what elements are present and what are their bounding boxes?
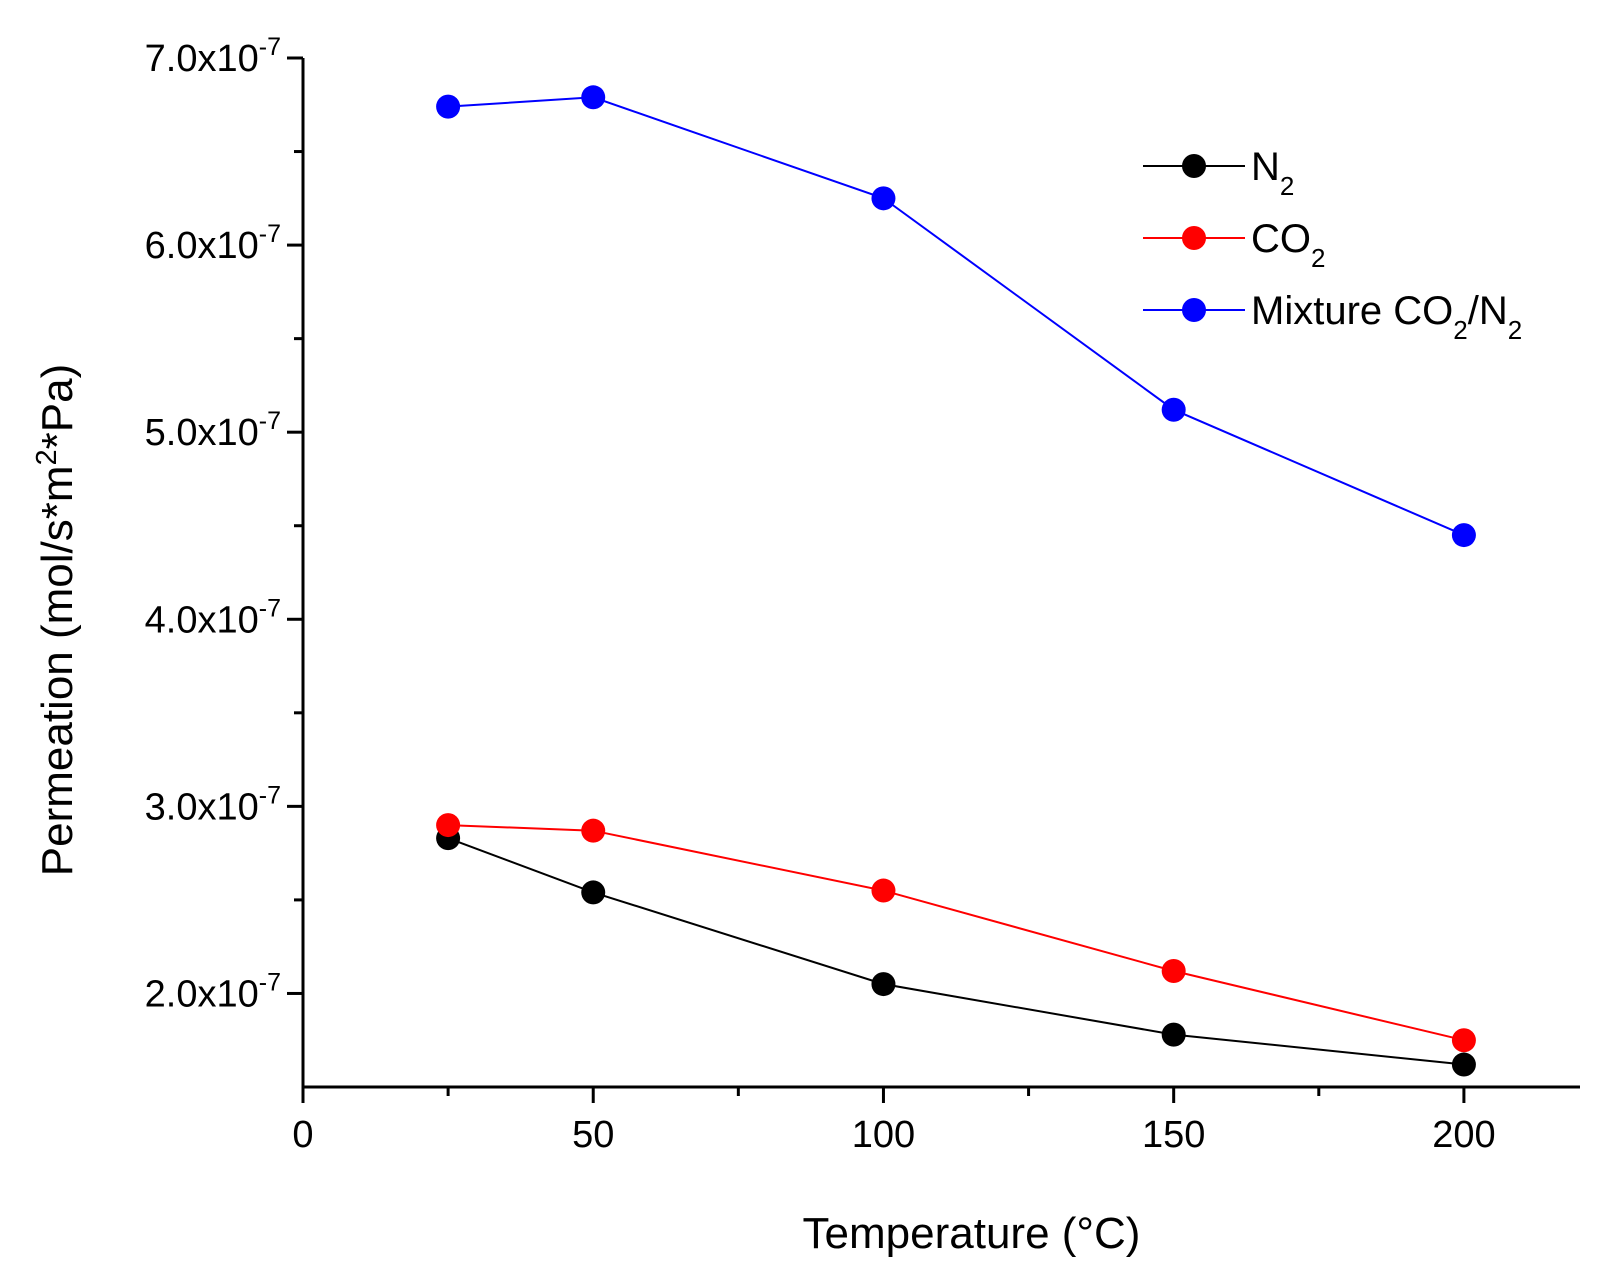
- series-line: [448, 824, 1465, 1042]
- data-point: [581, 85, 606, 110]
- legend-label: N2: [1251, 145, 1294, 201]
- plot-series: [436, 85, 1476, 1077]
- x-tick-label: 100: [852, 1114, 915, 1156]
- x-axis-title: Temperature (°C): [803, 1209, 1141, 1258]
- y-axis-title: Permeation (mol/s*m2*Pa): [31, 364, 82, 877]
- y-tick-label: 4.0x10-7: [145, 594, 281, 641]
- y-tick-label: 7.0x10-7: [145, 33, 281, 80]
- x-tick-label: 0: [292, 1114, 313, 1156]
- data-point: [871, 878, 896, 903]
- y-tick-label: 3.0x10-7: [145, 781, 281, 828]
- x-tick-label: 200: [1432, 1114, 1495, 1156]
- data-point: [1451, 523, 1476, 548]
- data-point: [436, 813, 461, 838]
- data-point: [581, 880, 606, 905]
- data-point: [1161, 1022, 1186, 1047]
- legend-marker: [1182, 298, 1206, 322]
- series-line: [447, 837, 1465, 1066]
- axis-titles: Temperature (°C) Permeation (mol/s*m2*Pa): [31, 364, 1140, 1258]
- legend-label: Mixture CO2/N2: [1251, 289, 1522, 345]
- legend-marker: [1182, 226, 1206, 250]
- legend-label: CO2: [1251, 217, 1325, 273]
- legend-marker: [1182, 154, 1206, 178]
- data-point: [1451, 1052, 1476, 1077]
- legend: N2 CO2 Mixture CO2/N2: [1143, 145, 1522, 345]
- y-tick-label: 6.0x10-7: [145, 220, 281, 267]
- data-point: [871, 972, 896, 997]
- legend-item: CO2: [1143, 217, 1325, 273]
- legend-item: N2: [1143, 145, 1294, 201]
- data-point: [581, 818, 606, 843]
- data-point: [1161, 959, 1186, 984]
- series-1: [436, 826, 1476, 1077]
- plot-axes: 0 50 100 150 200 2.0x10-7 3.0x10-7 4.0x10-7 5.0x…: [145, 33, 1580, 1156]
- y-tick-label: 5.0x10-7: [145, 407, 281, 454]
- data-point: [436, 94, 461, 119]
- data-point: [871, 186, 896, 211]
- data-point: [1161, 397, 1186, 422]
- legend-item: Mixture CO2/N2: [1143, 289, 1522, 345]
- series-2: [436, 813, 1476, 1053]
- x-tick-label: 150: [1142, 1114, 1205, 1156]
- series-3: [436, 85, 1476, 548]
- x-tick-label: 50: [572, 1114, 614, 1156]
- y-tick-label: 2.0x10-7: [145, 968, 281, 1015]
- data-point: [1451, 1028, 1476, 1053]
